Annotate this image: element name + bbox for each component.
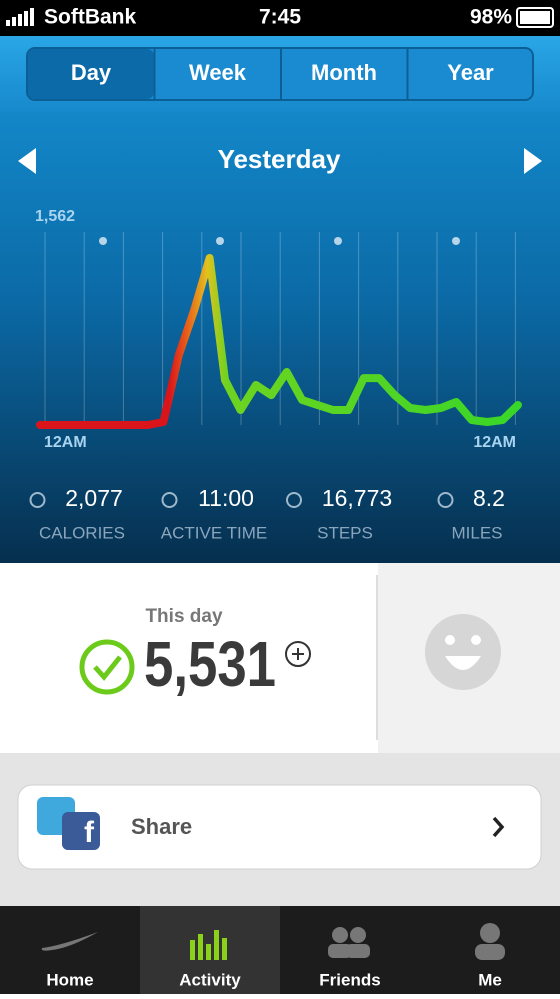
- time-icon: [334, 237, 342, 245]
- chevron: [492, 816, 505, 838]
- status-bar: [0, 0, 560, 36]
- y-tick-label: 1,562: [35, 208, 75, 225]
- fuel-value: 5,531: [144, 628, 276, 700]
- activity-icon: [190, 930, 227, 960]
- tab-label[interactable]: Activity: [179, 970, 241, 989]
- stat-label: ACTIVE TIME: [161, 523, 267, 542]
- stat-value: 11:00: [198, 485, 254, 511]
- time-icon: [452, 237, 460, 245]
- goal-check: [79, 639, 135, 695]
- stat-label: MILES: [451, 523, 502, 542]
- segment-label[interactable]: Day: [71, 60, 112, 85]
- home-icon: [41, 932, 98, 951]
- clock: 7:45: [259, 6, 301, 29]
- friends-icon: [328, 927, 370, 958]
- battery-level: 98%: [470, 6, 512, 29]
- battery-fill: [520, 11, 550, 24]
- stat-value: 8.2: [473, 485, 505, 511]
- tab-label[interactable]: Home: [46, 970, 93, 989]
- plus-button[interactable]: [285, 641, 311, 667]
- activity-panel: [0, 36, 560, 563]
- stat-value: 2,077: [65, 485, 123, 511]
- carrier: SoftBank: [44, 6, 136, 29]
- x-label: 12AM: [44, 434, 87, 451]
- facebook-glyph: f: [84, 816, 95, 849]
- fuel-label: This day: [145, 606, 223, 627]
- previous-arrow[interactable]: [18, 148, 36, 174]
- stat-icon: [29, 492, 46, 508]
- tab-label[interactable]: Friends: [319, 970, 380, 989]
- smiley[interactable]: [425, 614, 501, 690]
- x-label: 12AM: [473, 434, 516, 451]
- battery-icon: [516, 7, 554, 28]
- stat-icon: [286, 492, 302, 508]
- activity-line: [36, 254, 522, 429]
- time-icon: [99, 237, 107, 245]
- segment-label[interactable]: Week: [189, 60, 247, 85]
- stat-label: CALORIES: [39, 523, 125, 542]
- facebook-icon: [62, 812, 100, 850]
- segment-label[interactable]: Year: [447, 60, 494, 85]
- smiley-eye: [471, 635, 481, 645]
- share-label: Share: [131, 814, 192, 839]
- stat-icon: [437, 492, 454, 508]
- segment-label[interactable]: Month: [311, 60, 377, 85]
- signal: [6, 8, 34, 26]
- period-title: Yesterday: [218, 144, 341, 174]
- plus-sign: [292, 648, 304, 660]
- stat-icon: [161, 492, 178, 508]
- me-icon: [475, 923, 505, 960]
- stat-value: 16,773: [322, 485, 392, 511]
- share-button[interactable]: [17, 784, 542, 870]
- tab-label[interactable]: Me: [478, 970, 502, 989]
- smiley-eye: [445, 635, 455, 645]
- check-mark: [93, 655, 122, 681]
- next-arrow[interactable]: [524, 148, 542, 174]
- time-icon: [216, 237, 224, 245]
- stat-label: STEPS: [317, 523, 373, 542]
- smiley-mouth: [445, 656, 481, 670]
- selected-segment: [28, 49, 154, 99]
